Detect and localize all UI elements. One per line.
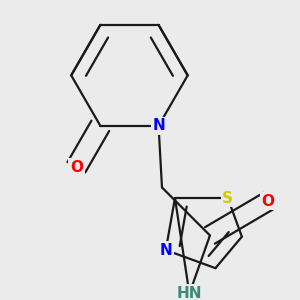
Text: HN: HN (177, 286, 202, 300)
Text: N: N (152, 118, 165, 133)
Text: S: S (222, 190, 233, 206)
Text: N: N (159, 243, 172, 258)
Text: O: O (262, 194, 275, 209)
Text: O: O (70, 160, 83, 175)
